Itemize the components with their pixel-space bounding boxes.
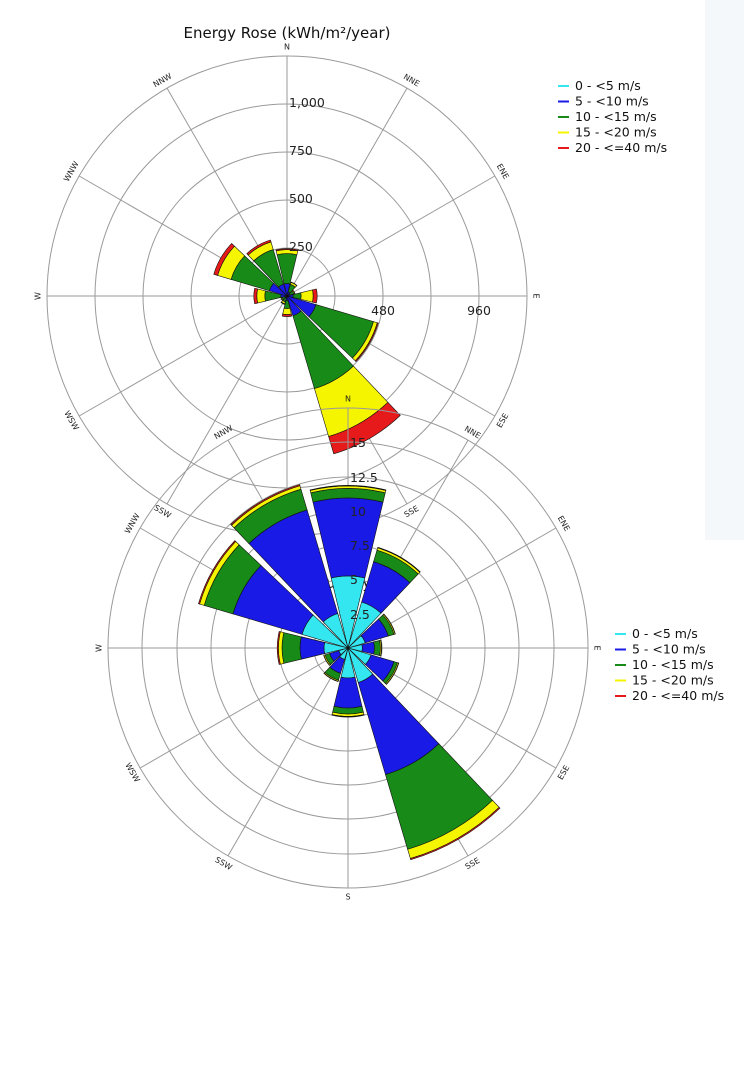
rose-bar-e-bin-1: [361, 641, 375, 655]
rose-bar-ese-bin-4: [354, 322, 379, 362]
direction-label-w: W: [34, 292, 43, 300]
radial-tick-label: 15: [350, 435, 366, 450]
radial-tick-label: 500: [289, 191, 313, 206]
rose-bar-n-bin-4: [309, 485, 387, 491]
rose-bar-sse-bin-4: [328, 401, 401, 455]
grid-spoke: [286, 175, 496, 297]
rose-bar-w-bin-4: [276, 631, 281, 665]
rose-bar-w-bin-4: [253, 287, 258, 305]
legend-entry-label: 15 - <20 m/s: [575, 125, 657, 140]
rose-bar-wnw-bin-4: [213, 242, 235, 276]
direction-label-e: E: [532, 293, 541, 298]
rose-bar-w-bin-3: [256, 288, 266, 304]
radial-tick-label: 250: [289, 239, 313, 254]
legend-entry-label: 5 - <10 m/s: [575, 94, 649, 109]
direction-label-ese: ESE: [556, 764, 571, 782]
legend-entry-label: 0 - <5 m/s: [632, 626, 698, 641]
rose-bar-nne-bin-4: [377, 546, 421, 573]
radial-tick-label: 10: [350, 504, 366, 519]
rose-bar-nnw-bin-4: [246, 239, 272, 256]
direction-label-nne: NNE: [402, 72, 421, 88]
legend-entry-label: 0 - <5 m/s: [575, 78, 641, 93]
radial-tick-label: 7.5: [350, 538, 370, 553]
rose-bar-e-bin-4: [312, 288, 318, 304]
direction-label-sse: SSE: [464, 856, 482, 871]
rose-bar-ene-bin-4: [383, 613, 396, 635]
direction-label-w: W: [95, 644, 104, 652]
legend-entry-label: 10 - <15 m/s: [575, 109, 657, 124]
direction-label-wnw: WNW: [62, 160, 81, 183]
radial-tick-label: 17.5: [350, 0, 378, 3]
direction-label-nne: NNE: [463, 424, 482, 440]
rose-bar-ssw-bin-4: [280, 301, 286, 305]
rose-bar-sse-bin-4: [409, 806, 501, 861]
radial-tick-label: 750: [289, 143, 313, 158]
rose-bar-s-bin-4: [331, 714, 365, 718]
radial-tick-label: 1,000: [289, 95, 325, 110]
legend-entry-label: 20 - <=40 m/s: [632, 688, 724, 703]
legend-entry-label: 20 - <=40 m/s: [575, 140, 667, 155]
legend-entry-label: 10 - <15 m/s: [632, 657, 714, 672]
rose-bar-e-bin-4: [380, 639, 383, 657]
direction-label-ese: ESE: [495, 412, 510, 430]
direction-label-sse: SSE: [403, 504, 421, 519]
rose-bar-wsw-bin-4: [323, 654, 331, 666]
direction-label-n: N: [345, 395, 351, 404]
energy-rose-chart: Energy Rose (kWh/m²/year)NNNEENEEESESSES…: [34, 24, 668, 550]
rose-bar-e-bin-2: [373, 640, 381, 656]
rose-bar-ese-bin-4: [385, 662, 400, 685]
legend-entry-label: 5 - <10 m/s: [632, 642, 706, 657]
rose-bar-w-bin-2: [281, 632, 302, 664]
rose-bar-n-bin-4: [275, 248, 299, 252]
rose-bar-wsw-bin-4: [280, 297, 283, 301]
radial-tick-label: 5: [350, 572, 358, 587]
grid-spoke: [286, 87, 408, 297]
radial-tick-label: 2.5: [350, 607, 370, 622]
grid-spoke: [227, 647, 349, 857]
rose-bar-wnw-bin-4: [198, 540, 237, 605]
east-tick-label: 960: [467, 303, 491, 318]
rose-bar-ene-bin-4: [292, 289, 296, 295]
direction-label-wnw: WNW: [123, 512, 142, 535]
direction-label-n: N: [284, 43, 290, 52]
direction-label-s: S: [345, 893, 350, 902]
radial-tick-label: 12.5: [350, 470, 378, 485]
top-panel-background: [0, 0, 705, 540]
rose-bar-e-bin-3: [300, 289, 314, 303]
top-panel-side-strip: [705, 0, 744, 540]
direction-label-ene: ENE: [556, 514, 572, 532]
grid-spoke: [139, 647, 349, 769]
grid-spoke: [78, 295, 288, 417]
chart-title: Energy Rose (kWh/m²/year): [184, 24, 391, 42]
rose-bar-nnw-bin-4: [230, 484, 301, 526]
rose-bar-s-bin-3: [282, 307, 292, 315]
east-tick-label: 480: [371, 303, 395, 318]
grid-spoke: [166, 295, 288, 505]
rose-bar-ssw-bin-4: [323, 672, 339, 682]
rose-bar-nne-bin-4: [290, 281, 298, 287]
legend-entry-label: 15 - <20 m/s: [632, 673, 714, 688]
direction-label-ene: ENE: [495, 162, 511, 180]
rose-bar-s-bin-4: [281, 313, 293, 317]
direction-label-e: E: [593, 645, 602, 650]
frequency-rose-chart: Frequency (%)NNNEENEEESESSESSSWWSWWWNWNN…: [95, 0, 725, 902]
